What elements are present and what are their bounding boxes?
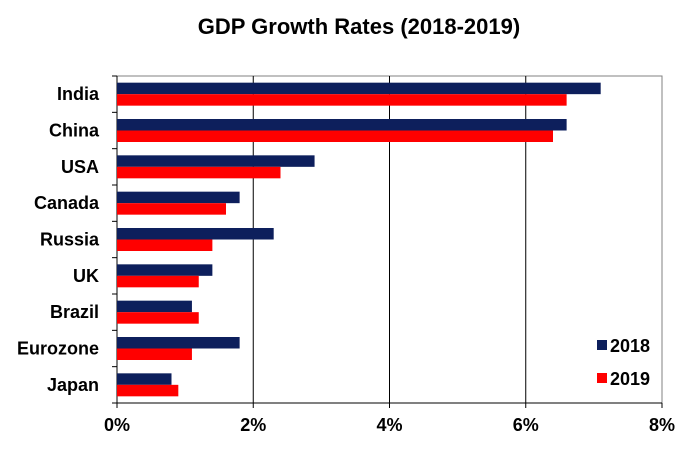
category-label-india: India bbox=[57, 84, 100, 104]
category-label-russia: Russia bbox=[40, 230, 100, 250]
bar-eurozone-2018 bbox=[117, 337, 240, 349]
bar-uk-2018 bbox=[117, 264, 213, 276]
x-tick-label-0: 0% bbox=[104, 415, 130, 435]
category-label-usa: USA bbox=[61, 157, 99, 177]
bar-brazil-2019 bbox=[117, 312, 199, 324]
bar-japan-2018 bbox=[117, 373, 172, 385]
category-label-japan: Japan bbox=[47, 375, 99, 395]
bar-canada-2018 bbox=[117, 191, 240, 204]
legend-label-2018: 2018 bbox=[610, 336, 650, 356]
x-tick-label-8: 8% bbox=[649, 415, 675, 435]
bar-russia-2019 bbox=[117, 239, 213, 251]
legend-label-2019: 2019 bbox=[610, 369, 650, 389]
x-tick-label-2: 2% bbox=[240, 415, 266, 435]
bar-eurozone-2019 bbox=[117, 348, 192, 360]
category-label-brazil: Brazil bbox=[50, 302, 99, 322]
bar-china-2018 bbox=[117, 119, 567, 131]
x-tick-label-4: 4% bbox=[376, 415, 402, 435]
category-label-china: China bbox=[49, 121, 100, 141]
bar-usa-2019 bbox=[117, 166, 281, 179]
legend-swatch-2018 bbox=[597, 340, 607, 350]
bar-usa-2018 bbox=[117, 155, 315, 167]
category-label-uk: UK bbox=[73, 266, 99, 286]
bar-india-2018 bbox=[117, 82, 601, 95]
bar-brazil-2018 bbox=[117, 300, 192, 313]
bar-india-2019 bbox=[117, 94, 567, 106]
legend-item-2019: 2019 bbox=[597, 369, 650, 389]
bar-uk-2019 bbox=[117, 275, 199, 288]
bar-japan-2019 bbox=[117, 384, 179, 397]
legend-swatch-2019 bbox=[597, 373, 607, 383]
bar-china-2019 bbox=[117, 130, 553, 142]
x-tick-label-6: 6% bbox=[513, 415, 539, 435]
bar-canada-2019 bbox=[117, 203, 226, 215]
legend-item-2018: 2018 bbox=[597, 336, 650, 356]
category-label-eurozone: Eurozone bbox=[17, 339, 99, 359]
category-label-canada: Canada bbox=[34, 193, 100, 213]
bar-russia-2018 bbox=[117, 228, 274, 240]
chart-title: GDP Growth Rates (2018-2019) bbox=[198, 14, 520, 39]
